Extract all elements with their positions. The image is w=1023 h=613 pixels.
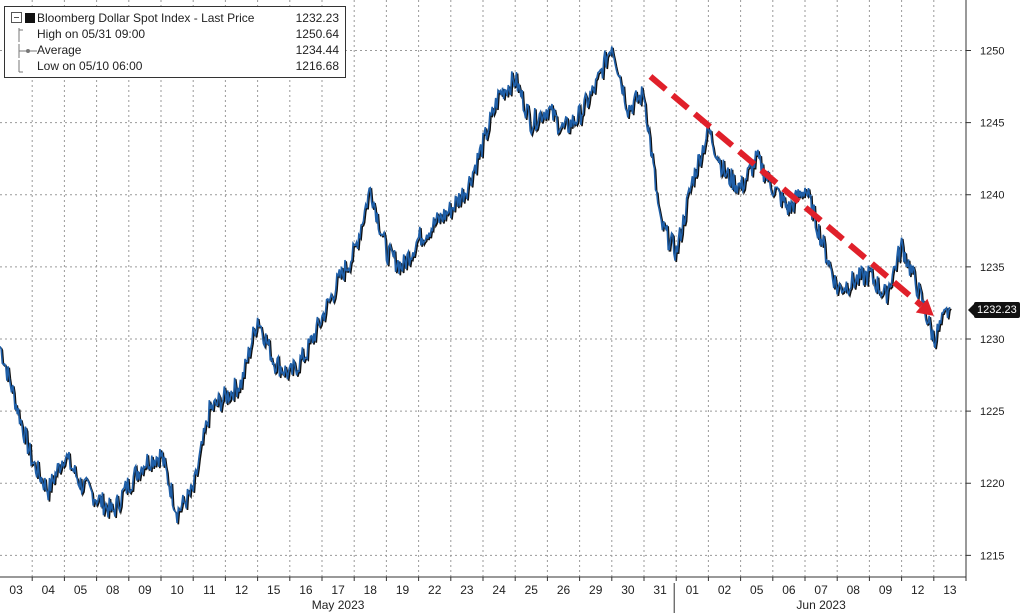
- x-tick-label: 17: [331, 583, 345, 597]
- y-tick-label: 1240: [980, 190, 1004, 202]
- x-axis: 03 04 05 08 09 10 11 12 15 16 17 18 19 22 23 24 25 26 29 30…: [0, 576, 967, 613]
- legend-title-row: Bloomberg Dollar Spot Index - Last Price…: [5, 10, 345, 26]
- trend-arrow-shaft: [648, 74, 924, 308]
- x-tick-label: 13: [943, 583, 957, 597]
- x-tick-label: 06: [782, 583, 796, 597]
- x-tick-label: 08: [847, 583, 861, 597]
- series-price-line: [0, 46, 951, 523]
- y-tick-label: 1250: [980, 45, 1004, 57]
- x-tick-label: 15: [267, 583, 281, 597]
- legend-row-low: Low on 05/10 06:00 1216.68: [5, 58, 345, 74]
- y-tick-label: 1225: [980, 406, 1004, 418]
- last-price-badge: 1232.23: [968, 302, 1020, 318]
- high-marker-icon: [11, 28, 23, 42]
- x-tick-label: 11: [203, 583, 216, 597]
- legend-title: Bloomberg Dollar Spot Index - Last Price: [37, 11, 255, 25]
- series-line: [0, 46, 952, 525]
- series-shadow-line: [0, 47, 952, 525]
- trend-arrow: [648, 74, 934, 316]
- x-tick-label: 01: [686, 583, 700, 597]
- legend-high-value: 1250.64: [295, 27, 339, 41]
- x-tick-label: 09: [138, 583, 152, 597]
- x-tick-label: 30: [621, 583, 635, 597]
- legend-row-high: High on 05/31 09:00 1250.64: [5, 26, 345, 42]
- legend-high-label: High on 05/31 09:00: [37, 27, 146, 41]
- x-tick-label: 05: [74, 583, 88, 597]
- x-tick-label: 07: [814, 583, 828, 597]
- x-tick-label: 24: [492, 583, 506, 597]
- month-label: Jun 2023: [796, 598, 846, 612]
- x-tick-label: 23: [460, 583, 474, 597]
- collapse-icon[interactable]: [11, 12, 23, 24]
- x-tick-label: 12: [235, 583, 249, 597]
- legend: Bloomberg Dollar Spot Index - Last Price…: [4, 6, 346, 78]
- legend-low-label: Low on 05/10 06:00: [37, 59, 143, 73]
- series-swatch: [25, 13, 35, 23]
- x-tick-label: 09: [879, 583, 893, 597]
- x-tick-label: 10: [170, 583, 184, 597]
- y-tick-label: 1235: [980, 262, 1004, 274]
- x-tick-label: 26: [557, 583, 571, 597]
- y-tick-label: 1215: [980, 550, 1004, 562]
- grid-lines: [0, 0, 967, 577]
- x-tick-label: 19: [396, 583, 410, 597]
- trend-arrow-head: [915, 298, 934, 316]
- y-axis: 1215 1220 1225 1230 1235 1240 1245 1250: [965, 0, 1004, 577]
- x-tick-label: 25: [525, 583, 539, 597]
- legend-average-value: 1234.44: [295, 43, 339, 57]
- x-tick-label: 02: [718, 583, 732, 597]
- month-label: May 2023: [312, 598, 365, 612]
- x-tick-label: 03: [9, 583, 23, 597]
- y-tick-label: 1220: [980, 478, 1004, 490]
- y-tick-label: 1230: [980, 334, 1004, 346]
- y-tick-label: 1245: [980, 118, 1004, 130]
- x-tick-label: 04: [42, 583, 56, 597]
- legend-last-value: 1232.23: [295, 11, 339, 25]
- x-tick-label: 05: [750, 583, 764, 597]
- x-tick-label: 31: [653, 583, 667, 597]
- legend-average-label: Average: [37, 43, 82, 57]
- x-tick-label: 29: [589, 583, 603, 597]
- x-tick-label: 12: [911, 583, 925, 597]
- x-tick-label: 16: [299, 583, 313, 597]
- x-tick-label: 18: [364, 583, 378, 597]
- legend-low-value: 1216.68: [295, 59, 339, 73]
- average-marker-icon: [11, 44, 37, 58]
- legend-row-average: Average 1234.44: [5, 42, 345, 58]
- low-marker-icon: [11, 60, 23, 73]
- x-tick-label: 22: [428, 583, 442, 597]
- x-tick-label: 08: [106, 583, 120, 597]
